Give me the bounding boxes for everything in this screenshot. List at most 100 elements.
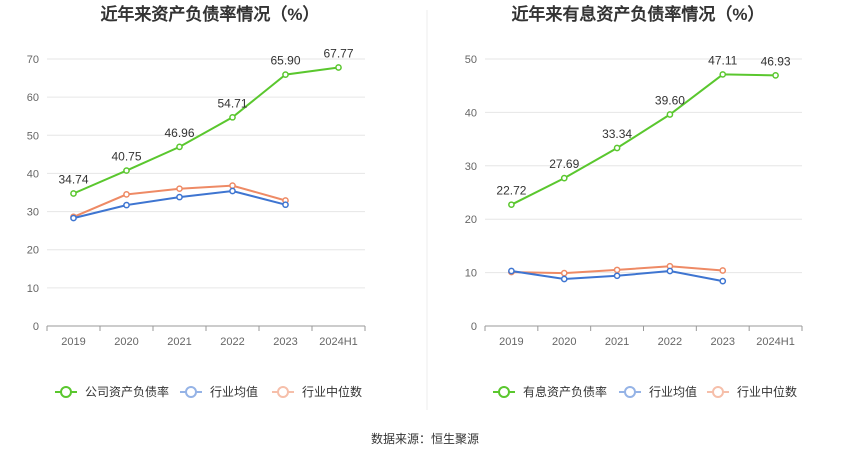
y-tick-label: 30 (465, 161, 477, 173)
data-label: 54.71 (217, 96, 247, 110)
data-point (176, 143, 183, 151)
legend-label: 公司资产负债率 (85, 384, 169, 399)
legend-marker (277, 386, 289, 398)
legend-label: 行业中位数 (302, 384, 362, 399)
x-tick-label: 2019 (499, 336, 523, 348)
series: 34.74 40.75 46.96 54.71 65.90 67.77 (58, 47, 354, 222)
y-tick-label: 70 (27, 54, 39, 66)
data-point (70, 190, 77, 197)
data-point (70, 214, 77, 222)
data-point (508, 267, 515, 275)
data-point (666, 267, 674, 275)
data-label: 46.93 (761, 54, 791, 68)
data-point (772, 72, 779, 79)
y-tick-label: 40 (465, 107, 477, 119)
interest-debt-ratio-chart: 近年来有息资产负债率情况（%） 0 10 20 30 40 50 2019 2020 2021 2… (465, 4, 803, 399)
data-point (229, 187, 236, 195)
y-tick-label: 0 (471, 321, 477, 333)
y-tick-label: 50 (27, 130, 39, 142)
data-label: 22.72 (496, 184, 526, 198)
data-point (666, 111, 674, 118)
data-point (123, 191, 130, 198)
data-label: 39.60 (655, 94, 685, 108)
data-point (229, 182, 236, 189)
debt-ratio-chart: 近年来资产负债率情况（%） 0 10 20 30 40 50 60 70 2019 2020 202… (27, 4, 366, 399)
x-tick-label: 2023 (273, 336, 297, 348)
data-point (176, 185, 183, 193)
y-tick-label: 60 (27, 92, 39, 104)
data-source: 数据来源：恒生聚源 (371, 431, 479, 446)
y-tick-label: 20 (465, 214, 477, 226)
x-tick-label: 2019 (61, 336, 85, 348)
x-tick-label: 2020 (114, 336, 138, 348)
legend-label: 行业均值 (649, 384, 697, 399)
legend-label: 行业均值 (210, 384, 258, 399)
series-line-0 (510, 73, 776, 206)
data-label: 34.74 (58, 172, 88, 186)
x-tick-label: 2024H1 (319, 336, 358, 348)
x-tick-label: 2024H1 (756, 336, 795, 348)
y-tick-label: 30 (27, 207, 39, 219)
legend: 有息资产负债率 行业均值 行业中位数 (493, 384, 797, 399)
data-point (560, 269, 568, 277)
y-tick-label: 40 (27, 168, 39, 180)
x-tick-label: 2022 (658, 336, 682, 348)
data-label: 67.77 (323, 47, 353, 61)
data-point (719, 71, 727, 78)
data-label: 65.90 (270, 54, 300, 68)
chart-title: 近年来资产负债率情况（%） (100, 4, 319, 24)
data-point (560, 174, 568, 182)
data-point (123, 167, 130, 174)
data-point (560, 275, 568, 283)
legend-marker (60, 386, 72, 398)
y-tick-label: 50 (465, 54, 477, 66)
x-tick-label: 2023 (711, 336, 735, 348)
data-label: 27.69 (549, 157, 579, 171)
axes: 0 10 20 30 40 50 2019 2020 2021 2022 2023 2024H1 (465, 54, 803, 348)
grid-lines (485, 58, 802, 274)
legend-item-1[interactable]: 行业均值 (180, 384, 258, 399)
y-tick-label: 0 (33, 321, 39, 333)
chart-title: 近年来有息资产负债率情况（%） (511, 4, 764, 24)
legend-item-2[interactable]: 行业中位数 (272, 384, 362, 399)
legend-marker (185, 386, 197, 398)
legend-marker (712, 386, 724, 398)
x-tick-label: 2021 (605, 336, 629, 348)
data-point (282, 201, 289, 209)
data-point (176, 193, 183, 201)
legend: 公司资产负债率 行业均值 行业中位数 (55, 384, 362, 399)
legend-marker (624, 386, 636, 398)
legend-item-1[interactable]: 行业均值 (619, 384, 697, 399)
data-point (123, 201, 130, 209)
x-tick-label: 2020 (552, 336, 576, 348)
data-point (613, 144, 621, 152)
data-point (719, 267, 727, 274)
axes: 0 10 20 30 40 50 60 70 2019 2020 2021 2022 2023 2024H… (27, 54, 366, 348)
data-point (719, 277, 727, 285)
series-line-0 (73, 66, 339, 195)
x-tick-label: 2021 (167, 336, 191, 348)
y-tick-label: 20 (27, 245, 39, 257)
x-tick-label: 2022 (220, 336, 244, 348)
legend-item-0[interactable]: 公司资产负债率 (55, 384, 169, 399)
data-label: 46.96 (164, 126, 194, 140)
y-tick-label: 10 (27, 283, 39, 295)
legend-label: 有息资产负债率 (523, 384, 607, 399)
legend-marker (498, 386, 510, 398)
data-point (229, 113, 236, 121)
data-point (335, 64, 342, 71)
y-tick-label: 10 (465, 268, 477, 280)
data-point (508, 201, 515, 209)
data-label: 40.75 (111, 150, 141, 164)
data-point (613, 266, 621, 274)
data-label: 33.34 (602, 127, 632, 141)
data-point (613, 272, 621, 280)
data-point (282, 71, 289, 78)
legend-label: 行业中位数 (737, 384, 797, 399)
grid-lines (47, 58, 365, 289)
series: 22.72 27.69 33.34 39.60 47.11 46.93 (496, 53, 791, 285)
legend-item-0[interactable]: 有息资产负债率 (493, 384, 607, 399)
data-label: 47.11 (708, 53, 737, 67)
legend-item-2[interactable]: 行业中位数 (707, 384, 797, 399)
